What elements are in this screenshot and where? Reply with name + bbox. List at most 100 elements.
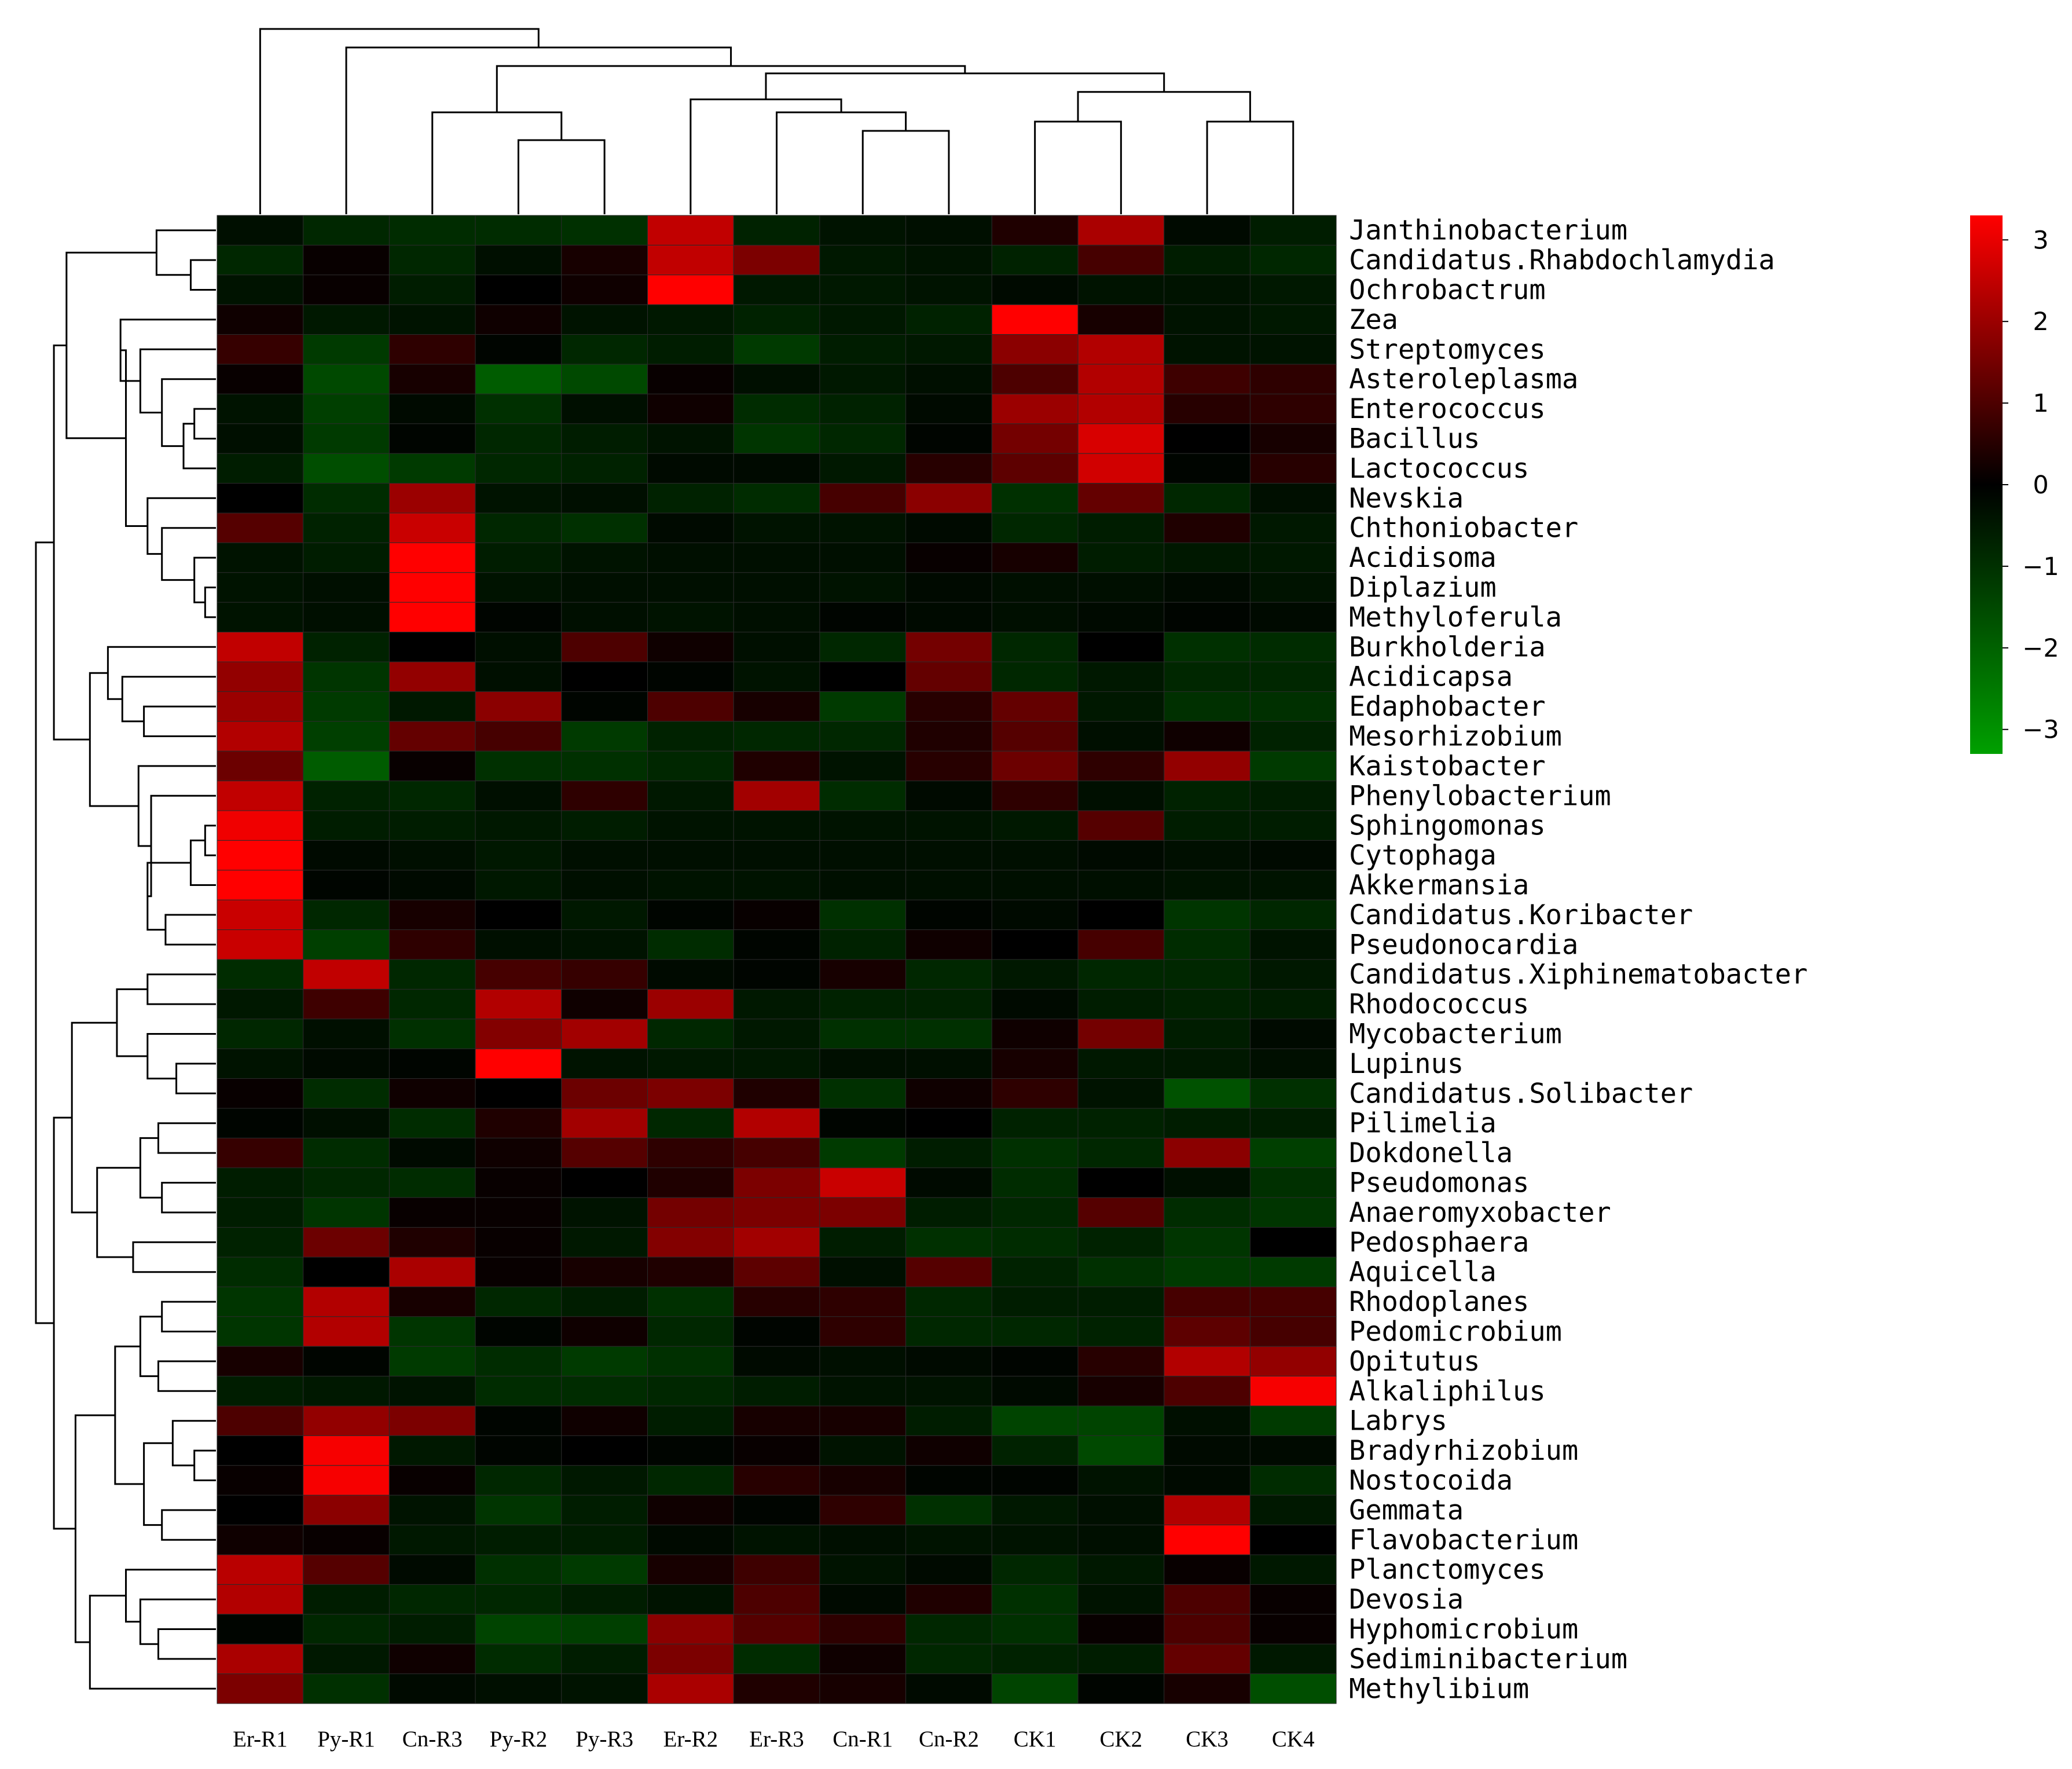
heatmap-cell: [733, 691, 820, 722]
heatmap-cell: [475, 899, 562, 931]
heatmap-cell: [303, 512, 390, 543]
heatmap-cell: [991, 1078, 1079, 1109]
heatmap-cell: [819, 691, 907, 722]
heatmap-cell: [1164, 750, 1250, 782]
heatmap-cell: [1164, 1019, 1250, 1049]
dendrogram-link: [175, 1063, 216, 1094]
heatmap-cell: [1249, 721, 1337, 752]
heatmap-cell: [819, 1584, 907, 1615]
dendrogram-link: [146, 1033, 216, 1080]
heatmap-cell: [217, 1673, 304, 1704]
heatmap-cell: [217, 1405, 304, 1436]
heatmap-cell: [1077, 1227, 1165, 1258]
heatmap-cell: [733, 512, 820, 543]
heatmap-cell: [1164, 274, 1250, 305]
heatmap-cell: [388, 870, 476, 900]
heatmap-cell: [905, 750, 992, 782]
heatmap-cell: [905, 244, 992, 276]
heatmap-cell: [561, 512, 648, 543]
row-label: Diplazium: [1349, 572, 1497, 604]
heatmap-cell: [819, 1167, 907, 1198]
heatmap-cell: [388, 929, 476, 960]
heatmap-cell: [1077, 244, 1165, 276]
heatmap-cell: [1249, 244, 1337, 276]
row-label: Mycobacterium: [1349, 1019, 1562, 1050]
heatmap-cell: [1077, 274, 1165, 305]
heatmap-cell: [1077, 1376, 1165, 1407]
heatmap-cell: [991, 423, 1079, 454]
heatmap-cell: [561, 1108, 648, 1138]
heatmap-cell: [475, 661, 562, 692]
heatmap-cell: [217, 304, 304, 335]
heatmap-cell: [1077, 602, 1165, 633]
dendrogram-link: [89, 672, 139, 807]
heatmap-cell: [475, 274, 562, 305]
heatmap-cell: [217, 1227, 304, 1258]
heatmap-cell: [991, 1108, 1079, 1138]
heatmap-cell: [647, 1643, 734, 1675]
heatmap-cell: [561, 1584, 648, 1615]
heatmap-cell: [388, 691, 476, 722]
heatmap-cell: [733, 393, 820, 424]
heatmap-cell: [991, 840, 1079, 871]
heatmap-cell: [991, 1019, 1079, 1049]
heatmap-cell: [991, 1584, 1079, 1615]
heatmap-cell: [561, 1197, 648, 1228]
heatmap-cell: [819, 1554, 907, 1585]
heatmap-cell: [561, 393, 648, 424]
heatmap-cell: [733, 1286, 820, 1317]
heatmap-cell: [991, 483, 1079, 514]
heatmap-cell: [1164, 1108, 1250, 1138]
heatmap-cell: [303, 810, 390, 841]
heatmap-cell: [1164, 304, 1250, 335]
column-label: Py-R2: [490, 1727, 548, 1752]
heatmap-cell: [1249, 1435, 1337, 1466]
heatmap-cell: [1077, 870, 1165, 900]
heatmap-cell: [475, 691, 562, 722]
heatmap-cell: [475, 1525, 562, 1555]
heatmap-cell: [991, 750, 1079, 782]
heatmap-cell: [991, 1435, 1079, 1466]
row-label: Candidatus.Rhabdochlamydia: [1349, 244, 1775, 276]
color-key-tick-label: 2: [2033, 307, 2048, 336]
heatmap-cell: [905, 512, 992, 543]
heatmap-cell: [1077, 542, 1165, 573]
heatmap-cells: [217, 215, 1337, 1704]
column-label: CK4: [1272, 1727, 1315, 1752]
row-label: Phenylobacterium: [1349, 780, 1611, 812]
heatmap-cell: [991, 1048, 1079, 1079]
heatmap-cell: [819, 1614, 907, 1645]
row-label: Flavobacterium: [1349, 1524, 1578, 1556]
heatmap-cell: [1077, 840, 1165, 871]
heatmap-cell: [303, 274, 390, 305]
row-label: Chthoniobacter: [1349, 512, 1578, 544]
heatmap-cell: [1249, 1048, 1337, 1079]
heatmap-cell: [561, 1614, 648, 1645]
heatmap-cell: [733, 244, 820, 276]
heatmap-cell: [991, 661, 1079, 692]
heatmap-cell: [1164, 840, 1250, 871]
heatmap-cell: [561, 1435, 648, 1466]
heatmap-cell: [475, 1197, 562, 1228]
heatmap-cell: [388, 393, 476, 424]
heatmap-cell: [1077, 1286, 1165, 1317]
heatmap-cell: [217, 393, 304, 424]
heatmap-cell: [561, 1167, 648, 1198]
heatmap-cell: [1077, 1078, 1165, 1109]
heatmap-cell: [647, 661, 734, 692]
heatmap-cell: [303, 1019, 390, 1049]
heatmap-cell: [733, 1078, 820, 1109]
color-key-tick-label: 1: [2033, 389, 2048, 418]
heatmap-cell: [819, 274, 907, 305]
heatmap-cell: [733, 304, 820, 335]
heatmap-cell: [733, 1614, 820, 1645]
heatmap-cell: [905, 334, 992, 365]
heatmap-cell: [1249, 1525, 1337, 1555]
heatmap-cell: [561, 304, 648, 335]
heatmap-cell: [561, 750, 648, 782]
heatmap-cell: [733, 1346, 820, 1377]
heatmap-cell: [388, 1495, 476, 1526]
heatmap-cell: [1249, 750, 1337, 782]
heatmap-cell: [819, 1197, 907, 1228]
heatmap-cell: [647, 1316, 734, 1347]
